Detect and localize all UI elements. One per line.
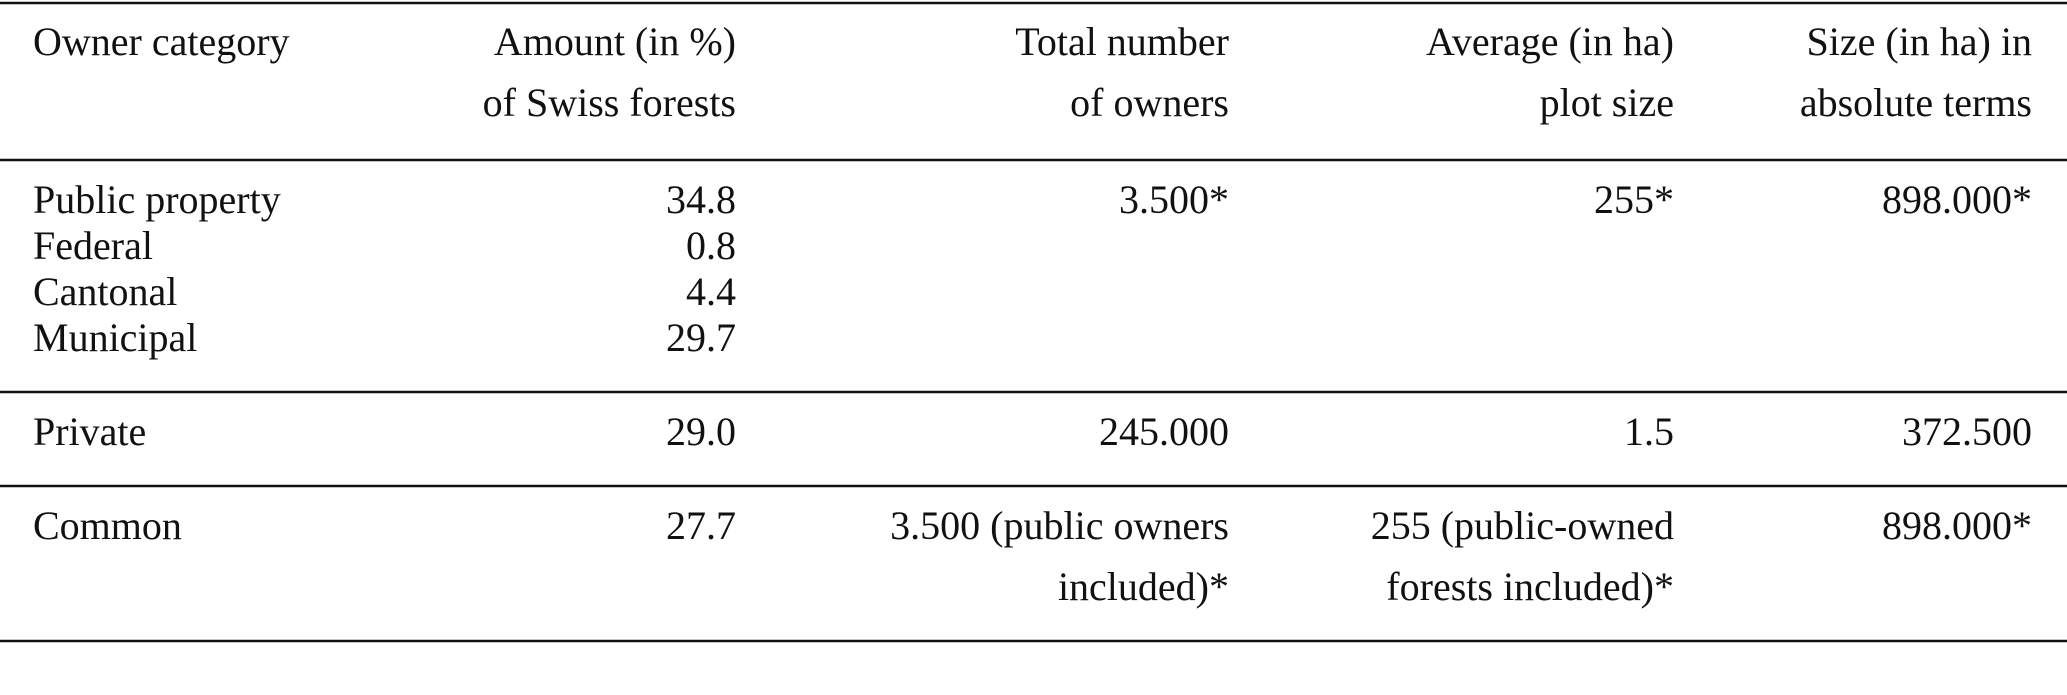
header-cell: Amount (in %) bbox=[494, 19, 736, 64]
table-cell: 34.8 bbox=[666, 177, 736, 222]
table-cell: 255 (public-owned bbox=[1371, 503, 1674, 548]
header-cell: of owners bbox=[1070, 80, 1229, 125]
table-cell: Cantonal bbox=[33, 269, 177, 314]
header-cell: Size (in ha) in bbox=[1807, 19, 2033, 64]
table-cell: 29.0 bbox=[666, 409, 736, 454]
header-cell: Average (in ha) bbox=[1426, 19, 1674, 64]
table-cell: 27.7 bbox=[666, 503, 736, 548]
table-cell: 4.4 bbox=[686, 269, 736, 314]
table-cell: 29.7 bbox=[666, 315, 736, 360]
table-cell: included)* bbox=[1058, 564, 1229, 609]
header-cell: Total number bbox=[1015, 19, 1229, 64]
table-cell: 372.500 bbox=[1902, 409, 2032, 454]
table-cell: Private bbox=[33, 409, 146, 454]
header-cell: absolute terms bbox=[1800, 80, 2032, 125]
table-cell: 898.000* bbox=[1882, 177, 2032, 222]
table-cell: 1.5 bbox=[1624, 409, 1674, 454]
header-cell: Owner category bbox=[33, 19, 290, 64]
header-cell: plot size bbox=[1540, 80, 1674, 125]
table-cell: 898.000* bbox=[1882, 503, 2032, 548]
table-cell: Common bbox=[33, 503, 182, 548]
table-cell: 255* bbox=[1594, 177, 1674, 222]
table-cell: Federal bbox=[33, 223, 153, 268]
table-cell: 0.8 bbox=[686, 223, 736, 268]
table-cell: Municipal bbox=[33, 315, 197, 360]
table-cell: Public property bbox=[33, 177, 281, 222]
header-cell: of Swiss forests bbox=[483, 80, 736, 125]
table-cell: 3.500* bbox=[1119, 177, 1229, 222]
table-cell: 3.500 (public owners bbox=[890, 503, 1229, 548]
table-cell: 245.000 bbox=[1099, 409, 1229, 454]
table-cell: forests included)* bbox=[1386, 564, 1674, 609]
